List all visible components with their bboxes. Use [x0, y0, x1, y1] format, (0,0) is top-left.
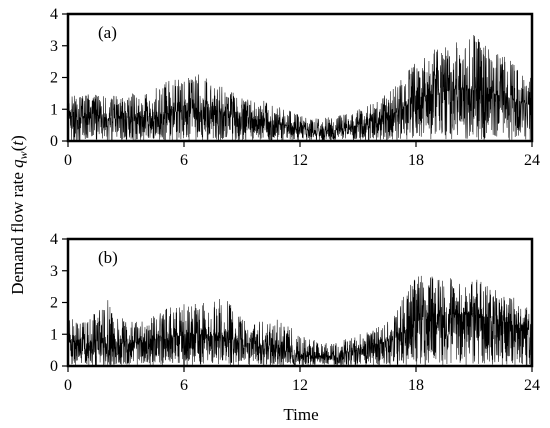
panel-b-x-tick-label: 6 — [180, 377, 188, 394]
panel-a-demand-line — [68, 35, 532, 141]
panel-a-x-tick-label: 24 — [524, 152, 540, 169]
panel-b-y-tick-label: 3 — [50, 263, 58, 280]
panel-b-y-tick-label: 0 — [50, 358, 58, 375]
y-axis-title-sub: w — [16, 151, 30, 159]
panel-b-x-axis: 0 6 12 18 24 — [64, 366, 540, 394]
panel-a-y-tick-label: 0 — [50, 133, 58, 150]
panel-b-y-tick-label: 2 — [50, 295, 58, 312]
panel-a-y-tick-label: 1 — [50, 101, 58, 118]
y-axis-title-paren-close: ) — [8, 135, 27, 141]
panel-b-demand-line — [68, 275, 532, 366]
y-axis-title: Demand flow rate qw(t) — [8, 135, 30, 295]
panel-a-x-axis: 0 6 12 18 24 — [64, 141, 540, 169]
panel-a-x-tick-label: 12 — [292, 152, 308, 169]
y-axis-title-main: Demand flow rate — [8, 168, 27, 295]
panel-a-y-tick-label: 3 — [50, 38, 58, 55]
panel-a-x-tick-label: 6 — [180, 152, 188, 169]
panel-a-y-tick-label: 2 — [50, 70, 58, 87]
panel-a-series — [68, 35, 532, 141]
panel-b-y-tick-label: 1 — [50, 326, 58, 343]
panel-b-x-tick-label: 0 — [64, 377, 72, 394]
panel-b-y-axis: 0 1 2 3 4 — [50, 231, 68, 375]
panel-a-x-tick-label: 18 — [408, 152, 424, 169]
panel-b-x-tick-label: 12 — [292, 377, 308, 394]
panel-b-x-tick-label: 24 — [524, 377, 540, 394]
panel-b-y-tick-label: 4 — [50, 231, 58, 248]
panel-a-label: (a) — [98, 23, 117, 42]
panel-b-x-tick-label: 18 — [408, 377, 424, 394]
x-axis-title: Time — [283, 405, 318, 424]
y-axis-title-q: q — [8, 159, 27, 168]
y-axis-title-t: t — [8, 140, 27, 146]
y-axis-title-paren-open: ( — [8, 145, 27, 151]
panel-b-label: (b) — [98, 248, 118, 267]
panel-a-y-axis: 0 1 2 3 4 — [50, 6, 68, 150]
panel-a-x-tick-label: 0 — [64, 152, 72, 169]
panel-b-series — [68, 275, 532, 366]
panel-a-y-tick-label: 4 — [50, 6, 58, 23]
